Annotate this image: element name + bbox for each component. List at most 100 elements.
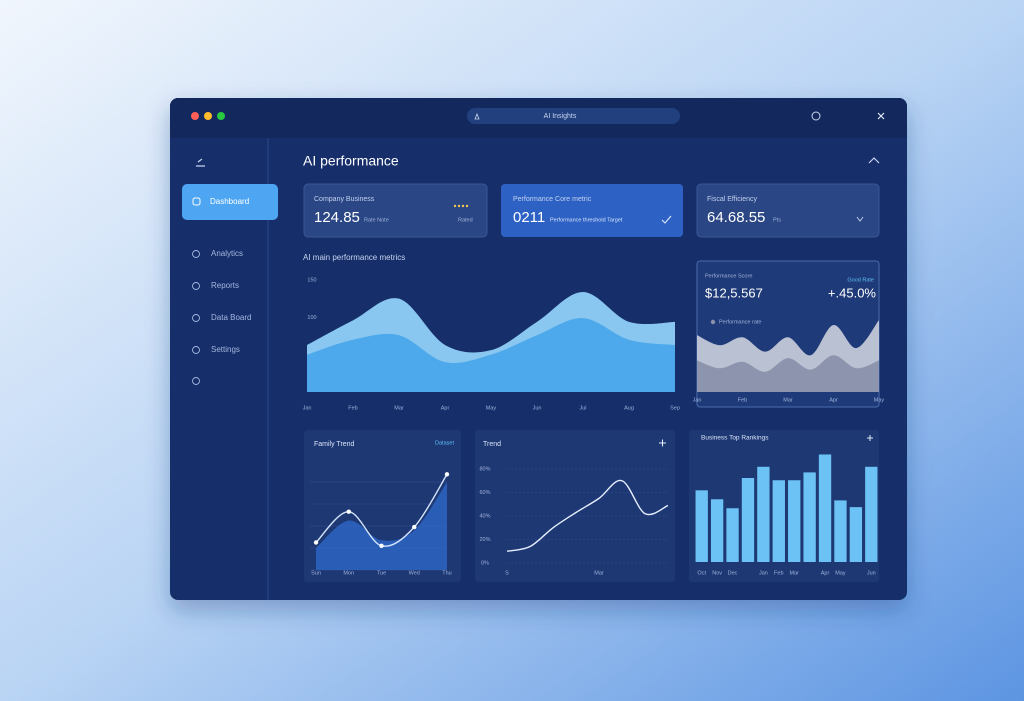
nav-label[interactable]: Data Board [211,313,251,322]
bar [695,490,708,562]
kpi-note: Pts [773,217,781,223]
address-bar[interactable] [467,108,680,124]
kpi-card [696,183,880,238]
y-tick-label: 40% [479,513,490,519]
x-tick-label: Jan [693,397,702,403]
section-title: AI main performance metrics [303,253,405,262]
nav-label[interactable]: Dashboard [210,197,249,206]
kpi-label: Fiscal Efficiency [707,196,758,203]
x-tick-label: Feb [774,570,783,576]
x-tick-label: Mar [789,570,799,576]
active-nav-button[interactable] [182,184,278,220]
card-tag: Dataset [435,440,454,446]
marker [346,509,351,514]
x-tick-label: Mar [594,570,604,576]
marker [444,472,450,477]
x-tick-label: Apr [829,397,838,403]
legend-label: Performance rate [719,319,762,325]
marker [379,543,384,548]
nav-label[interactable]: Settings [211,345,240,354]
kpi-card [303,183,488,238]
minimize-dot[interactable] [204,112,212,120]
address-text: AI Insights [544,113,577,120]
add-icon[interactable] [867,435,873,441]
kpi-value: 0211 [513,209,545,226]
nav-icon [192,314,200,322]
card-title: Business Top Rankings [701,435,769,442]
bar [726,508,739,562]
x-tick-label: Oct [697,570,706,576]
x-tick-label: Sep [670,405,680,411]
bar [849,507,863,562]
score-value: $12,5.567 [705,285,763,300]
trend-icon [856,216,864,222]
y-tick-label: 20% [479,537,490,543]
card-title: Family Trend [314,441,355,448]
x-tick-label: Aug [624,405,634,411]
x-tick-label: Jan [303,405,312,411]
x-tick-label: Sun [311,570,321,576]
x-tick-label: Wed [409,570,420,576]
bar [757,466,770,562]
x-tick-label: Apr [441,405,450,411]
y-tick-label: 100 [307,315,316,321]
collapse-icon[interactable] [868,157,880,164]
marker [412,524,417,530]
add-icon[interactable] [659,439,666,447]
lock-icon [474,112,480,120]
card-title: Trend [483,441,501,448]
bar [818,454,832,562]
kpi-tag: Rated [458,217,473,223]
kpi-note: Rate Note [364,217,389,223]
x-tick-label: Dec [728,570,738,576]
score-tag: Good Rate [847,277,874,283]
rating-stars [453,204,469,208]
nav-icon[interactable] [192,377,200,385]
timer-icon[interactable] [811,111,821,121]
x-tick-label: Thu [442,570,451,576]
x-tick-label: Apr [821,570,830,576]
zoom-dot[interactable] [217,112,225,120]
x-tick-label: Tue [377,570,386,576]
nav-icon [192,346,200,354]
nav-icon [192,197,201,206]
nav-label[interactable]: Reports [211,281,239,290]
kpi-label: Performance Core metric [513,196,592,203]
y-tick-label: 0% [481,560,489,566]
nav-label[interactable]: Analytics [211,249,243,258]
nav-icon [192,282,200,290]
bar [803,472,816,562]
x-tick-label: May [835,570,846,576]
check-icon [661,215,672,224]
x-tick-label: May [874,397,885,403]
kpi-value: 64.68.55 [707,209,765,226]
x-tick-label: Mon [343,570,354,576]
area [316,482,447,570]
nav-list: Analytics Reports Data Board Settings [192,249,251,354]
y-tick-label: 150 [307,277,316,283]
back-icon[interactable] [196,158,205,167]
close-dot[interactable] [191,112,199,120]
kpi-label: Company Business [314,196,375,203]
kpi-note: Performance threshold Target [550,217,623,223]
area [307,318,675,392]
close-icon[interactable] [877,112,885,120]
legend-swatch [710,319,716,325]
score-change: +.45.0% [828,285,877,300]
bar [834,500,847,562]
kpi-value: 124.85 [314,209,360,226]
x-tick-label: Jun [867,570,876,576]
page-title: AI performance [303,153,399,169]
x-tick-label: Feb [738,397,747,403]
x-tick-label: May [486,405,497,411]
kpi-card [501,184,683,237]
nav-icon [192,250,200,258]
x-tick-label: S [505,570,509,576]
bar [772,480,785,562]
x-tick-label: Mar [394,405,404,411]
bar [788,480,801,562]
x-tick-label: Nov [712,570,722,576]
line [506,479,669,552]
x-tick-label: Jun [533,405,542,411]
